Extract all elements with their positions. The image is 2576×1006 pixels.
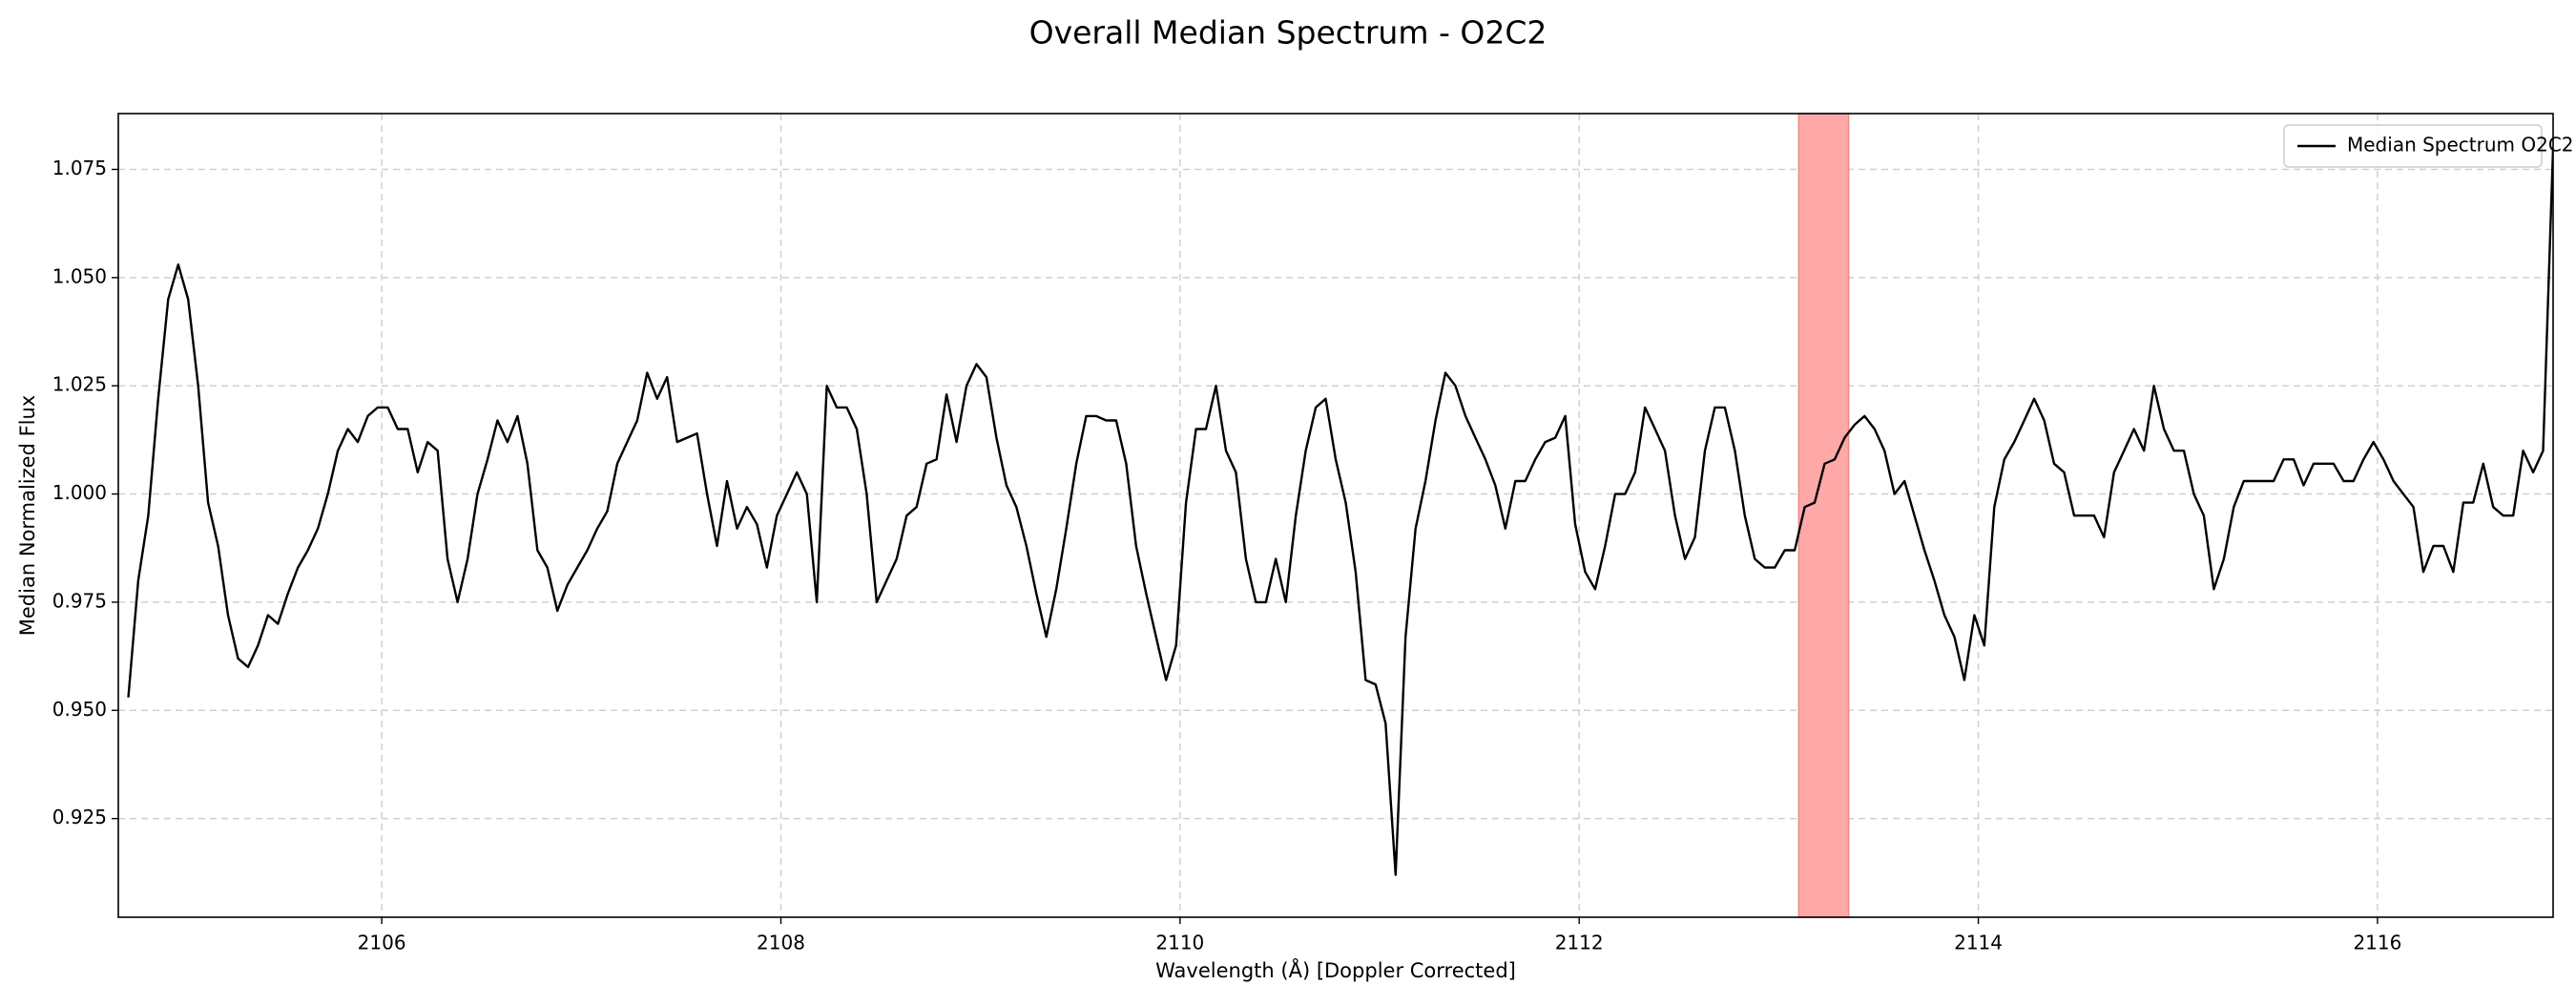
x-tick-label: 2108	[757, 932, 805, 954]
y-tick-label: 0.950	[52, 698, 107, 721]
x-tick-label: 2116	[2353, 932, 2401, 954]
y-axis-label: Median Normalized Flux	[16, 395, 39, 636]
legend-label: Median Spectrum O2C2	[2347, 134, 2574, 157]
x-tick-label: 2112	[1555, 932, 1604, 954]
series-line	[127, 147, 2553, 876]
y-tick-label: 0.925	[52, 806, 107, 828]
x-axis-label: Wavelength (Å) [Doppler Corrected]	[1155, 957, 1516, 982]
x-tick-label: 2106	[358, 932, 406, 954]
highlight-span	[1797, 113, 1850, 918]
plot-frame	[117, 113, 2554, 918]
y-tick-label: 0.975	[52, 589, 107, 612]
legend-box	[2283, 124, 2543, 168]
y-tick-label: 1.000	[52, 481, 107, 504]
x-tick-label: 2114	[1954, 932, 2003, 954]
chart-title: Overall Median Spectrum - O2C2	[1029, 14, 1548, 52]
y-tick-label: 1.050	[52, 264, 107, 287]
y-tick-label: 1.025	[52, 373, 107, 396]
y-tick-label: 1.075	[52, 157, 107, 179]
x-tick-label: 2110	[1155, 932, 1204, 954]
